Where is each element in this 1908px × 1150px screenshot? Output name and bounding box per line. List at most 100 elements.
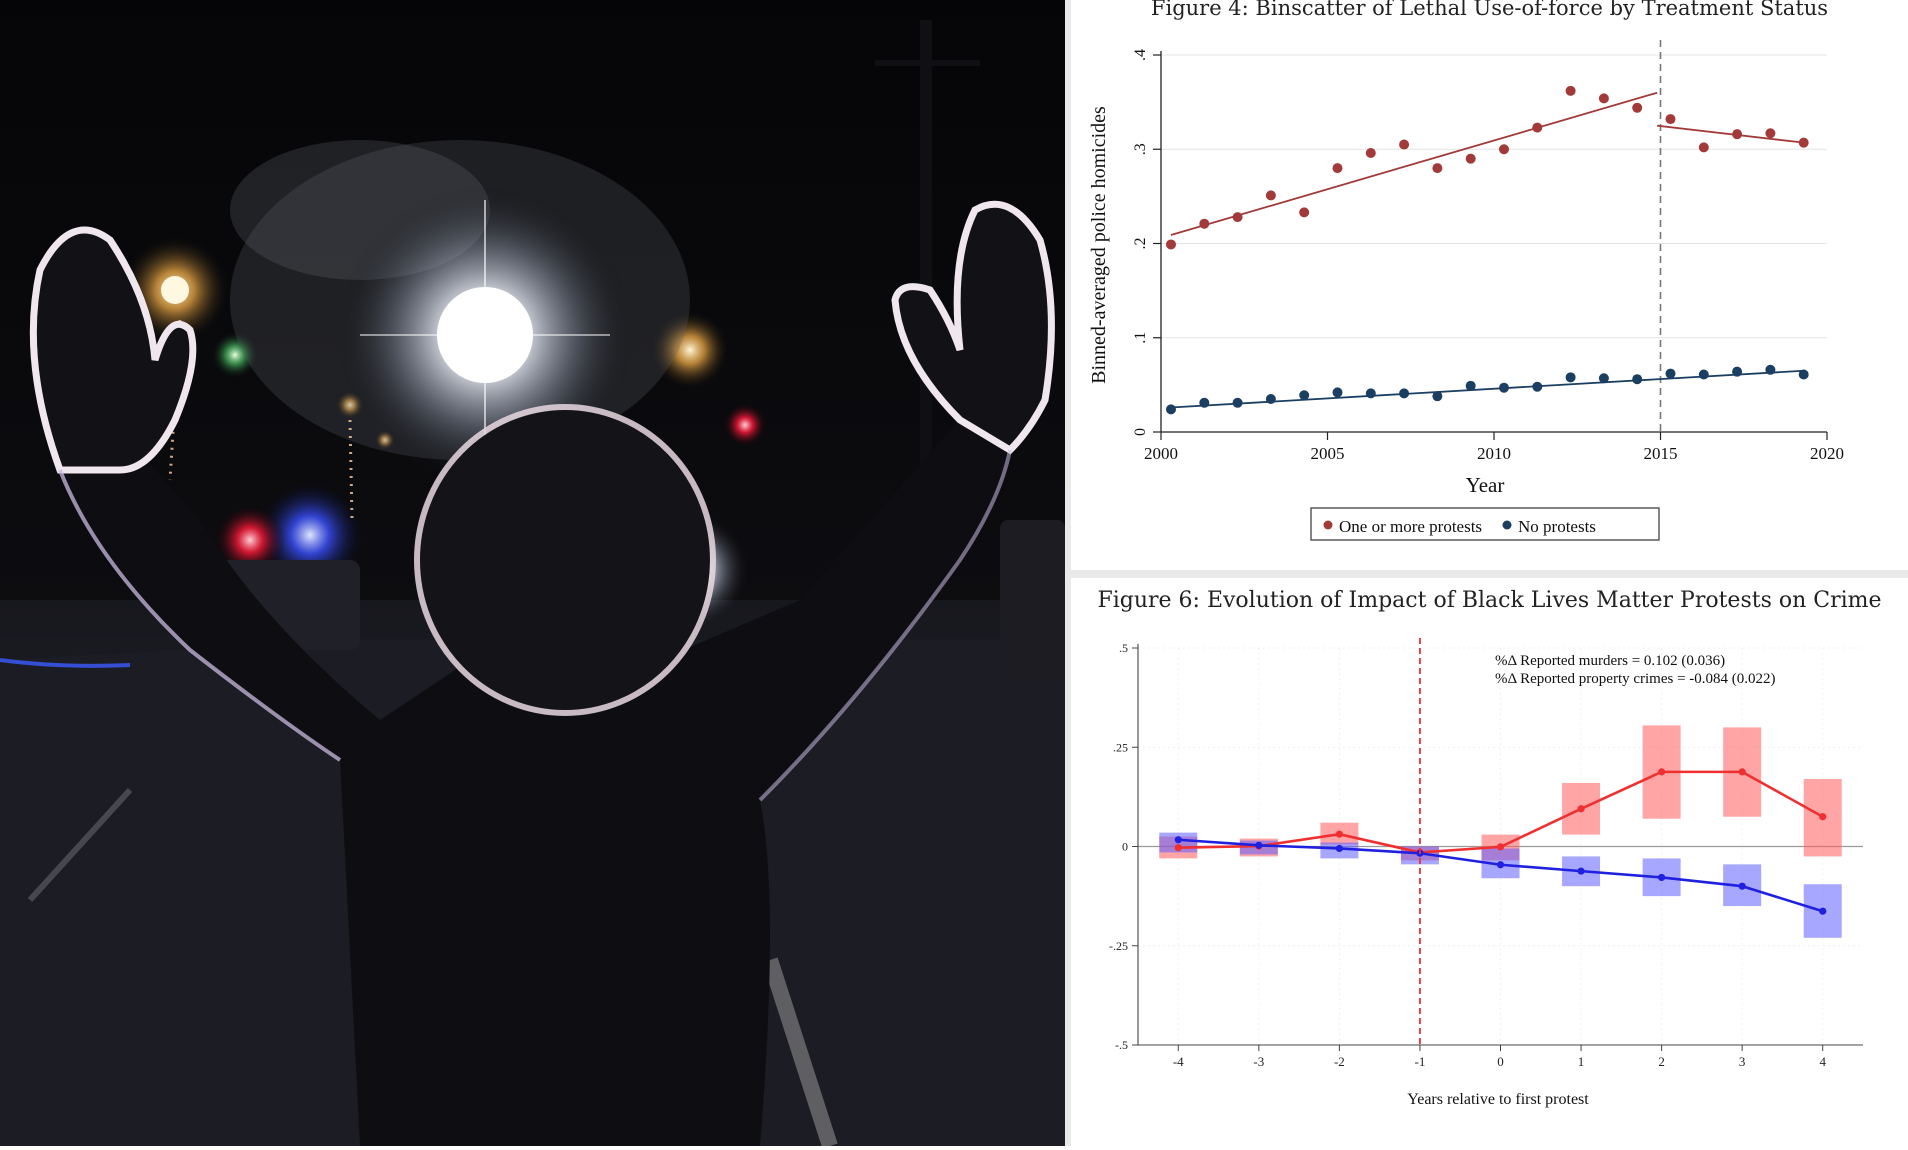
no-protests-point: [1498, 382, 1509, 393]
no-protests-point: [1432, 391, 1443, 402]
figure-4-y-tick-label: .3: [1132, 143, 1149, 155]
property-crimes-point: [1496, 861, 1505, 869]
figure-6-title: Figure 6: Evolution of Impact of Black L…: [1097, 588, 1882, 613]
figure-4-x-axis-label: Year: [1466, 473, 1505, 497]
protests-point: [1365, 148, 1376, 159]
protests-point: [1632, 102, 1643, 113]
figure-4-x-tick-label: 2000: [1144, 444, 1178, 463]
figure-4-y-tick-label: .4: [1132, 49, 1149, 61]
figure-6-panel: Figure 6: Evolution of Impact of Black L…: [1071, 578, 1908, 1146]
figure-6-y-tick-label: .25: [1113, 740, 1128, 754]
property-crimes-point: [1658, 873, 1666, 882]
murders-point: [1577, 805, 1585, 813]
no-protests-point: [1332, 387, 1343, 398]
figure-4-chart: 0 .1 .2 .3 .4 2000 2005 2010 2015 2020 Binned-ave…: [1088, 40, 1844, 541]
murders-point: [1335, 830, 1343, 838]
protests-point: [1765, 128, 1776, 139]
property-crimes-point: [1174, 836, 1182, 844]
figure-6-x-tick-label: 4: [1819, 1054, 1826, 1069]
murders-point: [1174, 844, 1182, 852]
property-crimes-point: [1577, 867, 1585, 875]
protests-point: [1165, 239, 1176, 250]
protest-photo: [0, 0, 1065, 1146]
property-crimes-point: [1738, 882, 1746, 890]
murders-point: [1819, 813, 1827, 821]
protests-point: [1399, 139, 1410, 150]
no-protests-point: [1465, 380, 1476, 391]
protests-point: [1732, 129, 1743, 140]
protests-point: [1698, 142, 1709, 153]
no-protests-point: [1798, 369, 1809, 380]
protests-point: [1798, 137, 1809, 148]
figure-4-x-tick-label: 2010: [1477, 444, 1511, 463]
no-protests-point: [1199, 397, 1210, 408]
no-protests-point: [1698, 369, 1709, 380]
protests-point: [1532, 122, 1543, 133]
protests-point: [1465, 153, 1476, 164]
protests-point: [1432, 163, 1443, 174]
protests-point: [1498, 144, 1509, 155]
figure-divider: [1071, 570, 1908, 578]
no-protests-point: [1632, 374, 1643, 385]
no-protests-fit-line: [1170, 369, 1804, 409]
figure-4-legend-box: [1310, 507, 1660, 541]
no-protests-point: [1532, 381, 1543, 392]
figure-6-x-tick-label: 0: [1497, 1054, 1504, 1069]
figure-4-x-tick-label: 2015: [1644, 444, 1678, 463]
figure-4-title: Figure 4: Binscatter of Lethal Use-of-fo…: [1150, 0, 1829, 20]
figure-6-x-tick-label: -2: [1334, 1054, 1345, 1069]
annotation-murders: %Δ Reported murders = 0.102 (0.036): [1495, 653, 1725, 669]
no-protests-point: [1665, 368, 1676, 379]
no-protests-point: [1265, 394, 1276, 405]
protests-point: [1232, 212, 1243, 223]
no-protests-point: [1399, 388, 1410, 399]
legend-marker-protests: [1323, 520, 1333, 530]
no-protests-point: [1732, 366, 1743, 377]
legend-marker-no-protests: [1502, 520, 1512, 530]
no-protests-point: [1765, 364, 1776, 375]
figure-4-y-axis-label: Binned-averaged police homicides: [1088, 106, 1110, 384]
no-protests-point: [1165, 404, 1176, 415]
figure-6-y-tick-label: .5: [1119, 641, 1128, 655]
protests-point: [1299, 207, 1310, 218]
legend-label-no-protests: No protests: [1518, 517, 1596, 536]
panel-divider: [1065, 0, 1071, 1146]
protests-fit-line-post: [1657, 124, 1804, 144]
murders-point: [1658, 768, 1666, 776]
protests-point: [1565, 85, 1576, 96]
figure-6-x-tick-label: 1: [1578, 1054, 1585, 1069]
property-crimes-point: [1335, 844, 1343, 853]
no-protests-point: [1232, 397, 1243, 408]
figure-6-x-tick-label: -3: [1253, 1054, 1264, 1069]
figure-6-x-tick-label: -4: [1173, 1054, 1184, 1069]
no-protests-point: [1565, 372, 1576, 383]
figure-4-y-tick-label: .1: [1132, 332, 1149, 344]
figure-4-legend: One or more protests No protests: [1310, 507, 1660, 541]
figure-6-y-tick-label: -.25: [1109, 939, 1128, 953]
figure-6-x-tick-label: -1: [1415, 1054, 1426, 1069]
murders-point: [1738, 768, 1746, 776]
no-protests-point: [1598, 373, 1609, 384]
property-crimes-point: [1819, 907, 1827, 915]
figure-4-panel: Figure 4: Binscatter of Lethal Use-of-fo…: [1071, 0, 1908, 570]
no-protests-point: [1299, 390, 1310, 401]
figure-4-x-tick-label: 2005: [1311, 444, 1345, 463]
property-crimes-point: [1255, 841, 1263, 849]
protests-point: [1598, 93, 1609, 104]
murders-point: [1496, 843, 1505, 851]
legend-label-protests: One or more protests: [1339, 517, 1482, 536]
no-protests-point: [1365, 388, 1376, 399]
protests-point: [1332, 163, 1343, 174]
figure-4-x-tick-label: 2020: [1810, 444, 1844, 463]
protests-point: [1665, 114, 1676, 125]
annotation-property-crimes: %Δ Reported property crimes = -0.084 (0.…: [1495, 671, 1776, 687]
figure-6-x-axis-label: Years relative to first protest: [1407, 1091, 1589, 1108]
figure-6-y-tick-label: -.5: [1115, 1038, 1128, 1052]
protests-point: [1265, 190, 1276, 201]
figure-4-y-tick-label: 0: [1132, 428, 1149, 436]
figure-6-chart: -.5 -.25 0 .25 .5 -4 -3 -2 -1 0 1 2 3 4 %Δ Reported m…: [1109, 638, 1863, 1108]
figure-6-y-tick-label: 0: [1122, 840, 1128, 854]
figure-6-x-tick-label: 2: [1658, 1054, 1665, 1069]
figure-6-x-tick-label: 3: [1739, 1054, 1746, 1069]
figure-4-y-tick-label: .2: [1132, 238, 1149, 250]
